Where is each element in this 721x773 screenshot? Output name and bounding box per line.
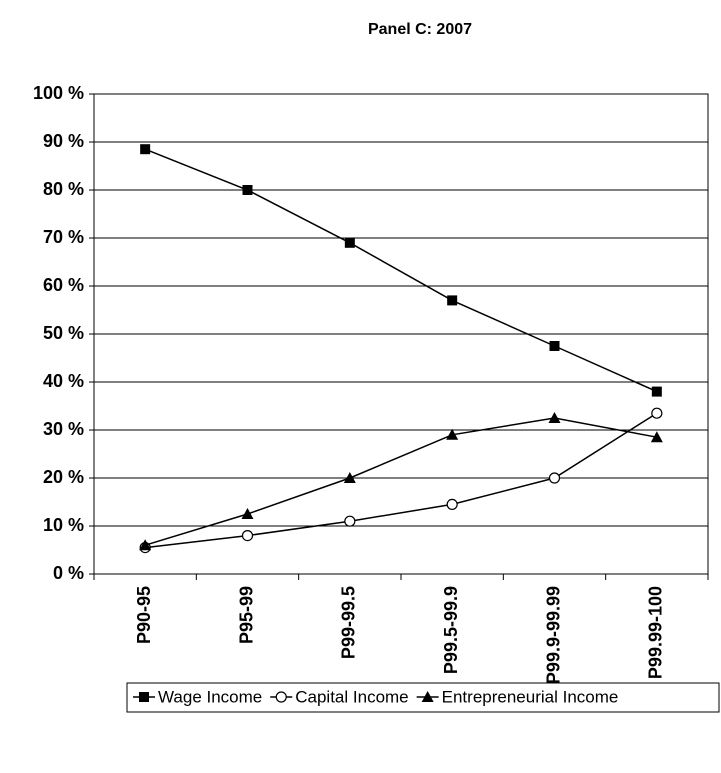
y-tick-label: 20 % xyxy=(43,467,84,487)
legend-label: Capital Income xyxy=(295,687,408,706)
y-tick-label: 100 % xyxy=(33,83,84,103)
x-tick-label: P90-95 xyxy=(134,586,154,644)
x-tick-label: P95-99 xyxy=(236,586,256,644)
marker xyxy=(139,539,152,551)
marker xyxy=(447,295,458,306)
marker xyxy=(650,431,663,443)
series-line xyxy=(144,148,658,393)
marker xyxy=(651,386,662,397)
x-tick-label: P99.9-99.99 xyxy=(543,586,563,684)
y-tick-label: 80 % xyxy=(43,179,84,199)
x-tick-label: P99-99.5 xyxy=(339,586,359,659)
marker xyxy=(446,428,459,440)
marker xyxy=(275,691,287,703)
y-tick-label: 0 % xyxy=(53,563,84,583)
marker xyxy=(344,237,355,248)
marker xyxy=(548,472,561,484)
legend: Wage Income Capital Income Entrepreneurial… xyxy=(126,682,720,713)
marker xyxy=(421,691,434,702)
series-line xyxy=(144,417,657,546)
y-tick-label: 30 % xyxy=(43,419,84,439)
marker xyxy=(343,472,356,483)
x-tick-label: P99.5-99.9 xyxy=(441,586,461,674)
legend-label: Wage Income xyxy=(158,687,262,706)
marker xyxy=(549,341,560,351)
x-tick-label: P99.99-100 xyxy=(646,586,666,679)
y-tick-label: 70 % xyxy=(43,227,84,247)
y-tick-label: 40 % xyxy=(43,371,84,391)
series-line xyxy=(145,412,658,549)
marker xyxy=(139,692,149,702)
chart-title: Panel C: 2007 xyxy=(368,21,472,38)
y-tick-label: 60 % xyxy=(43,275,84,295)
marker xyxy=(241,529,254,542)
y-tick-label: 10 % xyxy=(43,515,84,535)
marker xyxy=(242,185,253,195)
legend-label: Entrepreneurial Income xyxy=(442,687,619,706)
y-tick-label: 50 % xyxy=(43,323,84,343)
marker xyxy=(344,515,356,527)
marker xyxy=(446,498,458,510)
y-tick-label: 90 % xyxy=(43,131,84,151)
marker xyxy=(140,144,151,155)
marker xyxy=(548,412,561,423)
marker xyxy=(241,508,254,519)
marker xyxy=(651,407,663,419)
